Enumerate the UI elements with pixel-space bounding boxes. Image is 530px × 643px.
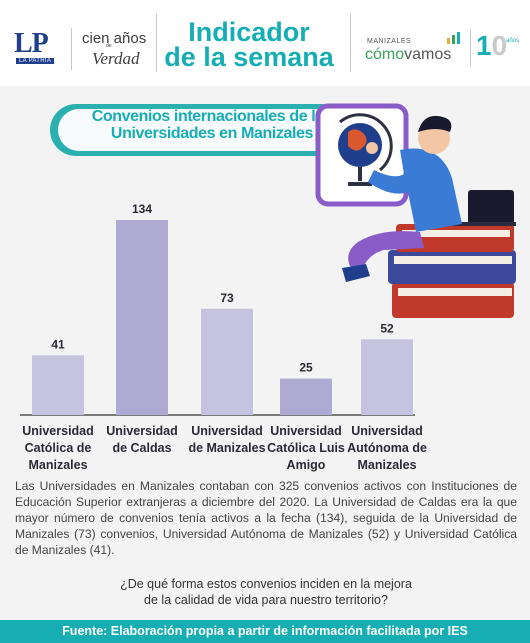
ten-years-logo: 10 años xyxy=(476,30,520,66)
value-label-3: 73 xyxy=(220,291,234,305)
mcv-bars-icon xyxy=(447,32,460,44)
ten-digit2: 0 xyxy=(491,30,508,61)
chart-title-banner-inner xyxy=(58,109,358,151)
category-label-line: Católica Luis xyxy=(267,441,345,455)
bar-3 xyxy=(201,308,253,415)
student-with-globe-and-books-illustration xyxy=(315,103,516,318)
bars xyxy=(32,220,413,415)
ten-number: 10 xyxy=(476,30,507,62)
mcv-line2: cómovamos xyxy=(365,46,451,64)
category-label-1: Universidad Católica de Manizales xyxy=(22,424,94,472)
category-label-line: Manizales xyxy=(357,458,416,472)
category-label-3: Universidad de Manizales xyxy=(188,424,265,455)
lp-logo-sub: LA PATRIA xyxy=(16,58,55,64)
value-label-5: 52 xyxy=(380,321,394,335)
cien-anos-logo: cien años de Verdad xyxy=(82,30,152,70)
description-paragraph: Las Universidades en Manizales contaban … xyxy=(15,479,517,557)
category-label-4: Universidad Católica Luis Amigo xyxy=(267,424,345,472)
cien-line1: cien años xyxy=(82,30,147,47)
header-divider xyxy=(156,14,157,72)
bar-4 xyxy=(280,378,332,415)
la-patria-logo: LP LA PATRIA xyxy=(14,28,64,68)
cien-line2: de xyxy=(106,43,112,49)
category-label-line: Amigo xyxy=(287,458,326,472)
header-divider xyxy=(470,30,471,66)
mcv-vamos: vamos xyxy=(404,46,452,63)
indicator-title: Indicador de la semana xyxy=(160,17,338,72)
header-divider xyxy=(350,14,351,72)
mcv-como: cómo xyxy=(365,46,405,63)
header: LP LA PATRIA cien años de Verdad Indicad… xyxy=(0,0,530,86)
mcv-line1: MANIZALES xyxy=(367,38,412,45)
question-text: ¿De qué forma estos convenios inciden en… xyxy=(60,576,472,608)
category-label-line: Universidad xyxy=(270,424,342,438)
category-label-line: Manizales xyxy=(28,458,87,472)
manizales-como-vamos-logo: MANIZALES cómovamos xyxy=(365,32,465,68)
value-label-4: 25 xyxy=(299,361,313,375)
question-line2: de la calidad de vida para nuestro terri… xyxy=(144,593,388,607)
ten-digit1: 1 xyxy=(476,30,492,61)
ten-anos: años xyxy=(506,38,520,44)
question-line1: ¿De qué forma estos convenios inciden en… xyxy=(120,577,412,591)
category-label-line: Universidad xyxy=(351,424,423,438)
category-label-line: Universidad xyxy=(106,424,178,438)
lp-logo-letters: LP xyxy=(14,28,49,59)
indicator-title-line1: Indicador xyxy=(188,17,310,47)
value-label-2: 134 xyxy=(132,202,152,216)
category-label-line: Universidad xyxy=(191,424,263,438)
category-label-line: de Manizales xyxy=(188,441,265,455)
header-divider xyxy=(71,28,72,70)
category-label-2: Universidad de Caldas xyxy=(106,424,178,455)
category-label-line: de Caldas xyxy=(112,441,171,455)
bar-5 xyxy=(361,339,413,415)
category-label-line: Autónoma de xyxy=(347,441,427,455)
category-labels: Universidad Católica de ManizalesUniversid… xyxy=(22,424,427,472)
value-label-1: 41 xyxy=(51,337,65,351)
category-label-line: Universidad xyxy=(22,424,94,438)
source-footer: Fuente: Elaboración propia a partir de i… xyxy=(0,620,530,643)
category-label-5: Universidad Autónoma de Manizales xyxy=(347,424,427,472)
bar-2 xyxy=(116,220,168,415)
cien-line3: Verdad xyxy=(92,49,140,68)
value-labels: 41 134 73 25 52 xyxy=(51,202,394,375)
chart-title: Convenios internacionales de las Univers… xyxy=(91,108,333,142)
bar-1 xyxy=(32,355,84,415)
category-label-line: Católica de xyxy=(25,441,92,455)
indicator-title-line2: de la semana xyxy=(164,42,334,72)
